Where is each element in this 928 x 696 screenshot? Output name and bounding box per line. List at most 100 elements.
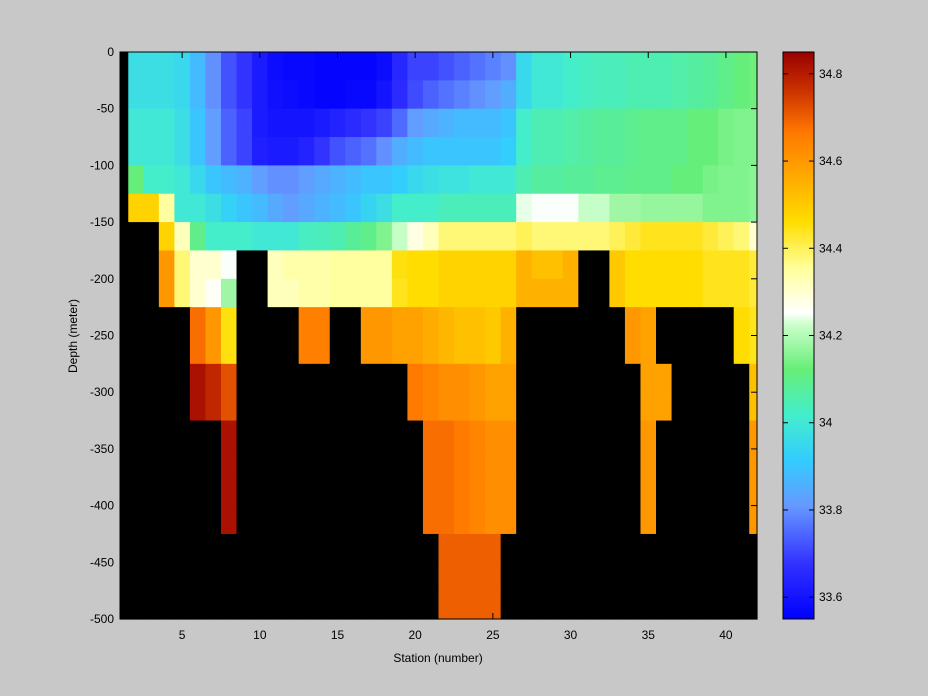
- heatmap-cell-nodata: [547, 590, 564, 620]
- heatmap-cell: [422, 165, 440, 195]
- heatmap-cell: [422, 137, 440, 166]
- heatmap-cell: [500, 392, 517, 422]
- heatmap-cell: [143, 108, 160, 138]
- heatmap-cell-nodata: [376, 448, 393, 478]
- heatmap-cell-nodata: [314, 448, 331, 478]
- y-tick-label: -100: [90, 158, 114, 172]
- heatmap-cell-nodata: [174, 392, 191, 422]
- heatmap-cell: [733, 165, 750, 195]
- heatmap-cell: [516, 52, 533, 81]
- heatmap-cell: [702, 165, 719, 195]
- y-axis-ticks: 0 -50 -100 -150 -200 -250 -300 -350 -400 -450 -500: [90, 45, 757, 626]
- heatmap-cell: [469, 448, 486, 478]
- heatmap-cell-nodata: [656, 335, 673, 365]
- heatmap-cell-nodata: [252, 392, 269, 422]
- heatmap-cell: [733, 108, 750, 138]
- heatmap-cell: [485, 363, 502, 393]
- y-tick-label: -450: [90, 555, 114, 569]
- heatmap-cell-nodata: [671, 335, 688, 365]
- heatmap-cell: [283, 222, 300, 252]
- heatmap-cell: [438, 505, 455, 535]
- heatmap-cell: [500, 165, 517, 195]
- heatmap-cell: [252, 108, 269, 138]
- heatmap-cell: [189, 250, 207, 280]
- heatmap-cell-nodata: [174, 448, 191, 478]
- heatmap-cell: [438, 335, 455, 365]
- heatmap-cell: [205, 165, 222, 195]
- heatmap-cell: [438, 108, 455, 138]
- heatmap-cell-nodata: [671, 392, 688, 422]
- heatmap-cell: [252, 52, 269, 81]
- heatmap-cell: [624, 137, 642, 166]
- heatmap-cell-nodata: [283, 420, 300, 450]
- heatmap-cell: [562, 250, 579, 280]
- heatmap-cell-nodata: [283, 477, 300, 507]
- heatmap-cell-nodata: [391, 562, 409, 592]
- heatmap-cell: [609, 193, 626, 223]
- heatmap-cell-nodata: [360, 420, 377, 450]
- heatmap-cell-nodata: [158, 420, 175, 450]
- y-tick-label: -500: [90, 612, 114, 626]
- heatmap-cell: [422, 108, 440, 138]
- heatmap-cell-nodata: [547, 307, 564, 337]
- y-tick-label: -250: [90, 329, 114, 343]
- heatmap-cell: [314, 165, 331, 195]
- heatmap-cell-nodata: [298, 477, 315, 507]
- heatmap-cell: [640, 278, 657, 308]
- heatmap-cell: [454, 250, 471, 280]
- heatmap-cell: [640, 392, 657, 422]
- heatmap-cell: [500, 137, 517, 166]
- heatmap-cell: [702, 80, 719, 110]
- heatmap-cell: [298, 108, 315, 138]
- heatmap-cell: [158, 52, 175, 81]
- heatmap-cell-nodata: [593, 278, 611, 308]
- colorbar-tick-label: 34: [819, 416, 833, 430]
- heatmap-cell: [562, 80, 579, 110]
- heatmap-cell: [656, 193, 673, 223]
- heatmap-cell: [500, 448, 517, 478]
- heatmap-cell: [624, 52, 642, 81]
- heatmap-cell: [749, 448, 758, 478]
- heatmap-cell-nodata: [718, 477, 735, 507]
- heatmap-cell: [531, 250, 548, 280]
- heatmap-cell: [189, 335, 207, 365]
- heatmap-cell-nodata: [329, 363, 346, 393]
- heatmap-cell-nodata: [702, 363, 719, 393]
- heatmap-cell: [283, 250, 300, 280]
- heatmap-cell-nodata: [609, 420, 626, 450]
- heatmap-cell-nodata: [345, 335, 362, 365]
- heatmap-cell: [485, 278, 502, 308]
- x-axis-label: Station (number): [393, 651, 482, 665]
- heatmap-cell: [407, 108, 424, 138]
- heatmap-cell: [236, 108, 253, 138]
- heatmap-cell: [578, 137, 595, 166]
- heatmap-cell: [485, 448, 502, 478]
- heatmap-cell-nodata: [236, 477, 253, 507]
- heatmap-cell-nodata: [143, 590, 160, 620]
- heatmap-cell: [640, 165, 657, 195]
- heatmap-cell: [516, 250, 533, 280]
- heatmap-cell: [174, 137, 191, 166]
- heatmap-cell: [500, 222, 517, 252]
- heatmap-cell: [376, 222, 393, 252]
- heatmap-cell: [422, 420, 440, 450]
- heatmap-cell-nodata: [687, 307, 704, 337]
- heatmap-cell: [718, 165, 735, 195]
- heatmap-cell: [283, 108, 300, 138]
- heatmap-cell-nodata: [252, 250, 269, 280]
- heatmap-cell-nodata: [671, 307, 688, 337]
- heatmap-cell-nodata: [687, 477, 704, 507]
- heatmap-cell-nodata: [609, 363, 626, 393]
- heatmap-cell: [718, 222, 735, 252]
- heatmap-cell: [749, 137, 758, 166]
- heatmap-cell: [640, 250, 657, 280]
- heatmap-cell-nodata: [345, 363, 362, 393]
- heatmap-cell-nodata: [609, 533, 626, 563]
- heatmap-cell-nodata: [687, 562, 704, 592]
- heatmap-cell-nodata: [236, 363, 253, 393]
- heatmap-cell: [749, 80, 758, 110]
- heatmap-cell-nodata: [329, 505, 346, 535]
- heatmap-cell: [422, 80, 440, 110]
- heatmap-cell: [345, 80, 362, 110]
- heatmap-cell-nodata: [640, 562, 657, 592]
